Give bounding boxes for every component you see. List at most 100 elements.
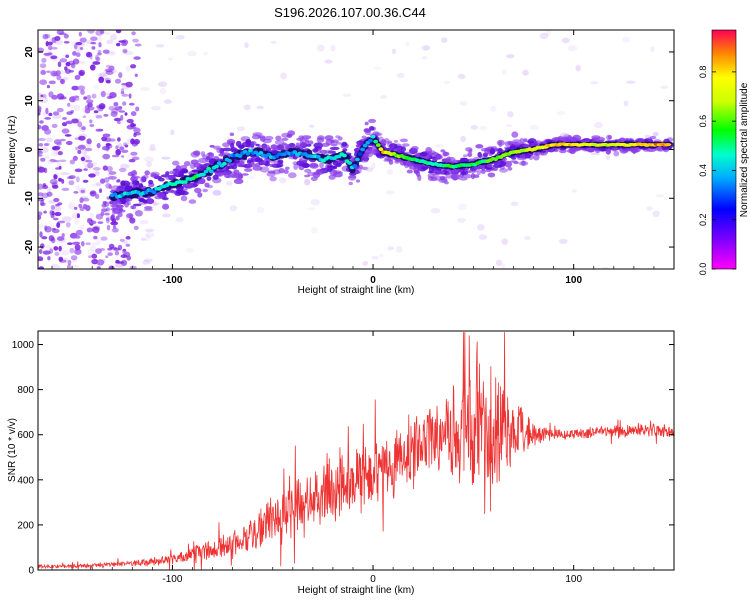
ridge-core xyxy=(347,161,352,165)
noise-blob xyxy=(42,33,49,40)
noise-blob xyxy=(86,94,92,100)
noise-blob xyxy=(73,104,81,112)
colorbar-gradient xyxy=(712,30,736,269)
noise-blob xyxy=(87,30,95,34)
noise-blob xyxy=(102,145,110,151)
ridge-cloud-blob xyxy=(463,154,468,158)
heatmap-y-tick-label: 20 xyxy=(24,46,35,58)
noise-blob xyxy=(158,81,168,87)
ridge-cloud-blob xyxy=(621,149,628,153)
ridge-core xyxy=(375,143,381,148)
noise-blob xyxy=(87,162,94,169)
noise-blob xyxy=(143,258,153,263)
ridge-cloud-blob xyxy=(588,148,593,153)
noise-blob xyxy=(78,135,86,141)
ridge-cloud-blob xyxy=(432,170,441,173)
noise-blob xyxy=(54,251,60,256)
noise-blob xyxy=(51,123,58,128)
noise-blob xyxy=(38,198,45,202)
ridge-cloud-blob xyxy=(497,147,503,154)
ridge-cloud-blob xyxy=(526,140,535,144)
ridge-cloud-blob xyxy=(652,131,659,137)
noise-blob xyxy=(60,172,70,176)
noise-blob xyxy=(93,235,98,240)
ridge-cloud-blob xyxy=(389,143,398,149)
noise-blob xyxy=(85,205,91,212)
ridge-cloud-blob xyxy=(204,182,210,188)
ridge-cloud-blob xyxy=(513,161,519,165)
noise-blob xyxy=(134,43,142,47)
ridge-cloud-blob xyxy=(126,201,131,205)
noise-blob xyxy=(316,44,325,52)
noise-blob xyxy=(130,138,135,145)
noise-blob xyxy=(86,51,93,58)
ridge-cloud-blob xyxy=(238,144,245,149)
noise-blob xyxy=(119,146,125,151)
ridge-cloud-blob xyxy=(288,172,297,179)
noise-blob xyxy=(133,138,140,145)
noise-blob xyxy=(53,174,58,180)
noise-blob xyxy=(60,78,66,85)
noise-blob xyxy=(385,190,395,195)
ridge-cloud-blob xyxy=(110,204,119,208)
noise-blob xyxy=(105,79,111,84)
ridge-cloud-blob xyxy=(368,118,377,124)
noise-blob xyxy=(91,253,98,259)
noise-blob xyxy=(66,264,72,269)
noise-blob xyxy=(117,121,121,124)
noise-blob xyxy=(395,246,403,253)
noise-blob xyxy=(38,211,43,216)
noise-blob xyxy=(120,254,128,258)
ridge-core xyxy=(355,157,360,162)
noise-blob xyxy=(98,76,105,84)
noise-blob xyxy=(594,121,603,129)
noise-blob xyxy=(75,95,80,101)
ridge-cloud-blob xyxy=(442,151,448,157)
noise-blob xyxy=(75,229,83,236)
ridge-cloud-blob xyxy=(194,187,202,194)
noise-blob xyxy=(52,111,60,116)
noise-blob xyxy=(57,151,63,156)
snr-y-tick-label: 600 xyxy=(17,430,34,441)
ridge-cloud-blob xyxy=(182,182,192,189)
noise-blob xyxy=(77,85,86,91)
noise-blob xyxy=(129,217,136,224)
ridge-cloud-blob xyxy=(511,131,519,138)
snr-x-axis-label: Height of straight line (km) xyxy=(298,585,415,596)
noise-blob xyxy=(98,35,103,42)
noise-blob xyxy=(524,235,531,241)
noise-blob xyxy=(57,162,62,167)
noise-blob xyxy=(106,39,114,44)
noise-blob xyxy=(61,178,65,184)
noise-blob xyxy=(650,46,655,53)
noise-blob xyxy=(54,39,64,45)
noise-blob xyxy=(102,49,110,54)
noise-blob xyxy=(68,175,76,179)
page-title: S196.2026.107.00.36.C44 xyxy=(274,5,426,20)
ridge-cloud-blob xyxy=(356,179,360,183)
noise-blob xyxy=(38,266,44,269)
ridge-cloud-blob xyxy=(107,176,117,180)
noise-blob xyxy=(79,47,84,50)
noise-blob xyxy=(60,138,66,142)
noise-blob xyxy=(156,44,165,48)
noise-blob xyxy=(162,213,171,218)
noise-blob xyxy=(43,52,51,56)
ridge-cloud-blob xyxy=(590,152,600,156)
ridge-cloud-blob xyxy=(348,181,353,186)
noise-blob xyxy=(89,124,95,127)
noise-blob xyxy=(38,183,44,190)
ridge-cloud-blob xyxy=(277,159,284,165)
ridge-core xyxy=(112,192,118,197)
colorbar-tick-label: 0.6 xyxy=(698,115,708,128)
noise-blob xyxy=(128,102,135,106)
ridge-core xyxy=(201,172,206,177)
noise-blob xyxy=(561,37,570,44)
ridge-cloud-blob xyxy=(217,171,224,175)
noise-blob xyxy=(443,80,451,85)
noise-blob xyxy=(256,105,264,110)
noise-blob xyxy=(128,93,132,99)
noise-blob xyxy=(48,45,53,51)
ridge-cloud-blob xyxy=(212,174,219,180)
